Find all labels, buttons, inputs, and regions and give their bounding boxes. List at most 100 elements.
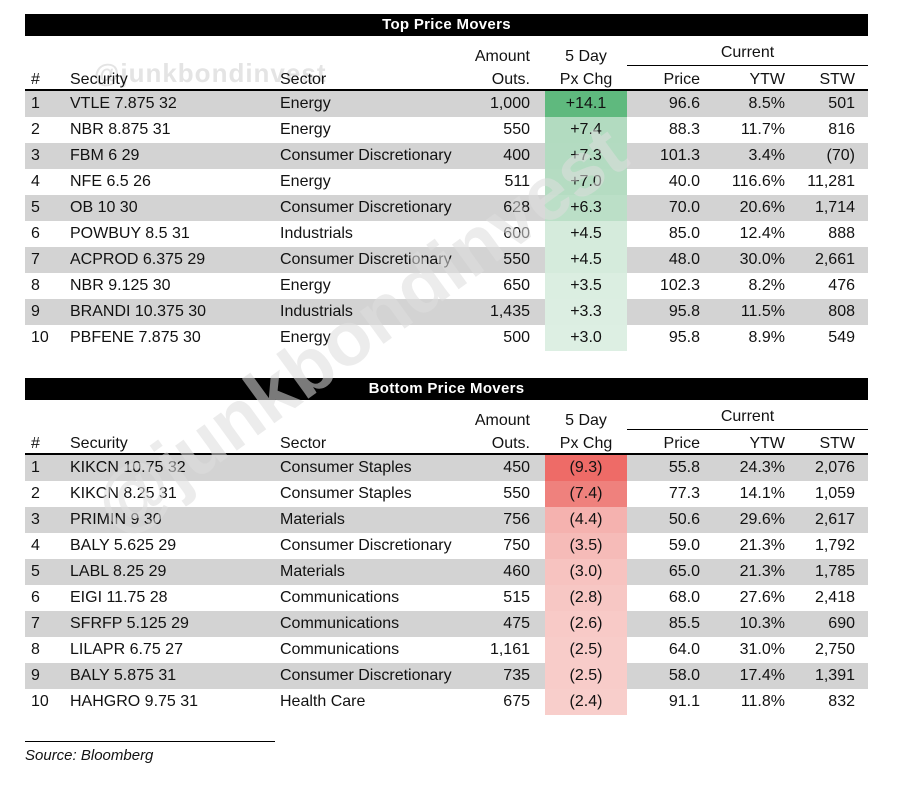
cell-security: OB 10 30: [70, 199, 138, 216]
table-row: 4 NFE 6.5 26 Energy 511 +7.0 40.0 116.6% 11,281: [25, 169, 868, 195]
cell-amount-outs: 735: [503, 667, 530, 684]
cell-stw: 2,661: [814, 251, 855, 268]
table-title: Bottom Price Movers: [25, 378, 868, 400]
cell-stw: 2,750: [814, 641, 855, 658]
cell-sector: Energy: [280, 277, 331, 294]
column-gap: [530, 247, 545, 273]
cell-amount-outs: 750: [503, 537, 530, 554]
cell-stw: 888: [828, 225, 855, 242]
header-sector: Sector: [280, 434, 327, 452]
header-amount: Amount: [474, 411, 530, 429]
column-gap: [530, 481, 545, 507]
cell-sector: Energy: [280, 173, 331, 190]
cell-security: HAHGRO 9.75 31: [70, 693, 199, 710]
cell-price: 85.5: [668, 615, 700, 632]
header-px-chg: Px Chg: [559, 70, 613, 88]
cell-sector: Consumer Discretionary: [280, 147, 452, 164]
cell-sector: Consumer Discretionary: [280, 251, 452, 268]
column-gap: [530, 611, 545, 637]
header-current-group: Current: [627, 44, 868, 66]
table-row: 9 BRANDI 10.375 30 Industrials 1,435 +3.3 95.…: [25, 299, 868, 325]
cell-stw: 549: [828, 329, 855, 346]
cell-security: EIGI 11.75 28: [70, 589, 168, 606]
cell-amount-outs: 400: [503, 147, 530, 164]
cell-ytw: 14.1%: [739, 485, 785, 502]
header-five-day: 5 Day: [565, 411, 607, 429]
column-gap: [530, 143, 545, 169]
column-gap: [530, 273, 545, 299]
cell-rank: 2: [31, 485, 40, 502]
cell-ytw: 8.2%: [748, 277, 785, 294]
cell-sector: Industrials: [280, 225, 353, 242]
header-stw: STW: [819, 434, 855, 452]
cell-stw: 808: [828, 303, 855, 320]
cell-ytw: 17.4%: [739, 667, 785, 684]
cell-price: 64.0: [668, 641, 700, 658]
cell-amount-outs: 511: [504, 173, 530, 190]
cell-ytw: 8.5%: [748, 95, 785, 112]
cell-amount-outs: 550: [503, 485, 530, 502]
cell-rank: 6: [31, 589, 40, 606]
header-security: Security: [70, 70, 128, 88]
cell-stw: 2,076: [814, 459, 855, 476]
table-row: 1 VTLE 7.875 32 Energy 1,000 +14.1 96.6 8.5% 50…: [25, 91, 868, 117]
column-gap: [530, 299, 545, 325]
cell-amount-outs: 1,435: [489, 303, 530, 320]
cell-amount-outs: 650: [503, 277, 530, 294]
cell-px-chg: +7.3: [545, 143, 627, 169]
header-stw: STW: [819, 70, 855, 88]
cell-ytw: 21.3%: [739, 563, 785, 580]
cell-rank: 9: [31, 303, 40, 320]
cell-price: 77.3: [668, 485, 700, 502]
cell-sector: Consumer Discretionary: [280, 199, 452, 216]
table-body: 1 VTLE 7.875 32 Energy 1,000 +14.1 96.6 8.5% 50…: [25, 91, 868, 351]
cell-ytw: 27.6%: [739, 589, 785, 606]
cell-px-chg: +3.0: [545, 325, 627, 351]
cell-security: NBR 8.875 31: [70, 121, 171, 138]
cell-amount-outs: 515: [503, 589, 530, 606]
cell-rank: 3: [31, 147, 40, 164]
cell-ytw: 30.0%: [739, 251, 785, 268]
table-row: 3 PRIMIN 9 30 Materials 756 (4.4) 50.6 29.6% 2,…: [25, 507, 868, 533]
column-gap: [530, 507, 545, 533]
cell-stw: 2,617: [814, 511, 855, 528]
column-gap: [530, 455, 545, 481]
cell-px-chg: (3.5): [545, 533, 627, 559]
cell-stw: 476: [828, 277, 855, 294]
table-row: 9 BALY 5.875 31 Consumer Discretionary 735 (…: [25, 663, 868, 689]
column-gap: [530, 91, 545, 117]
cell-stw: 1,059: [814, 485, 855, 502]
cell-rank: 8: [31, 641, 40, 658]
column-gap: [530, 559, 545, 585]
cell-security: KIKCN 8.25 31: [70, 485, 177, 502]
cell-rank: 8: [31, 277, 40, 294]
cell-price: 95.8: [668, 329, 700, 346]
cell-security: PRIMIN 9 30: [70, 511, 162, 528]
cell-amount-outs: 550: [503, 251, 530, 268]
cell-stw: 832: [828, 693, 855, 710]
column-gap: [530, 663, 545, 689]
cell-security: ACPROD 6.375 29: [70, 251, 206, 268]
cell-rank: 5: [31, 563, 40, 580]
cell-px-chg: (4.4): [545, 507, 627, 533]
column-gap: [530, 689, 545, 715]
cell-security: LABL 8.25 29: [70, 563, 167, 580]
cell-px-chg: (2.5): [545, 663, 627, 689]
cell-sector: Energy: [280, 95, 331, 112]
cell-px-chg: +14.1: [545, 91, 627, 117]
cell-sector: Industrials: [280, 303, 353, 320]
cell-price: 96.6: [668, 95, 700, 112]
table-row: 4 BALY 5.625 29 Consumer Discretionary 750 (…: [25, 533, 868, 559]
cell-stw: 816: [828, 121, 855, 138]
cell-sector: Communications: [280, 641, 400, 658]
cell-ytw: 11.8%: [740, 693, 785, 710]
table-row: 7 ACPROD 6.375 29 Consumer Discretionary 55…: [25, 247, 868, 273]
cell-price: 68.0: [668, 589, 700, 606]
footer-divider: [25, 741, 275, 742]
cell-sector: Energy: [280, 329, 331, 346]
header-rank: #: [31, 70, 40, 88]
cell-price: 50.6: [668, 511, 700, 528]
cell-ytw: 8.9%: [748, 329, 785, 346]
cell-price: 101.3: [659, 147, 700, 164]
cell-ytw: 10.3%: [739, 615, 785, 632]
